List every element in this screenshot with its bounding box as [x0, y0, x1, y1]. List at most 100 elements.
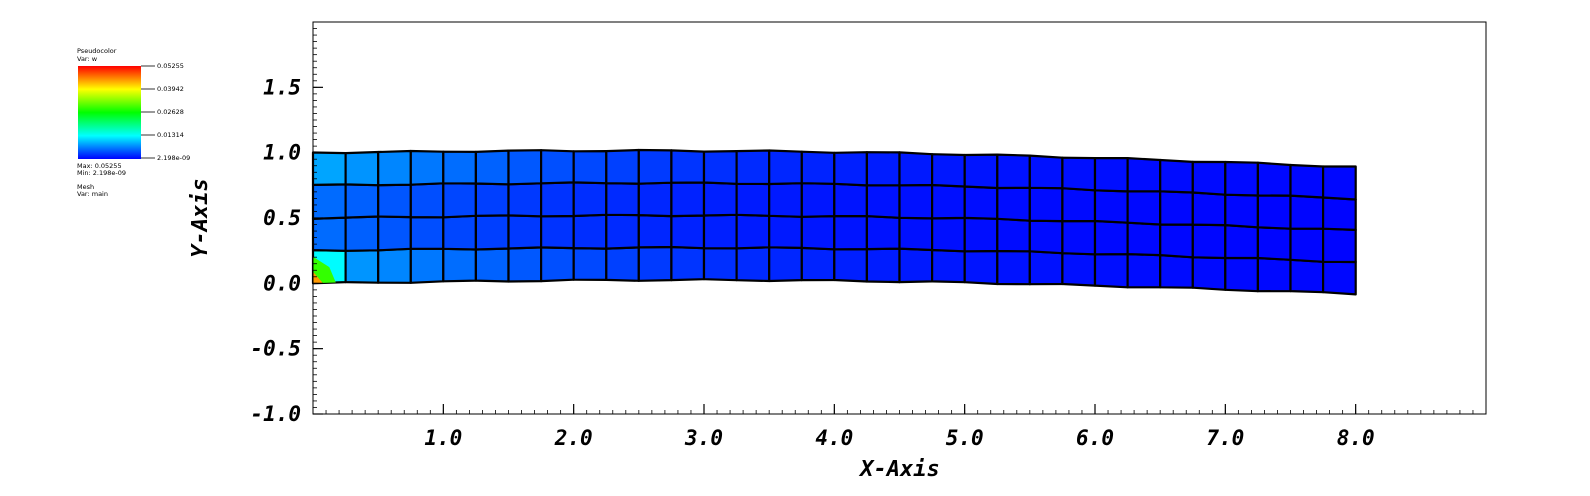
mesh-cell [996, 249, 1031, 286]
mesh-cell [735, 182, 771, 217]
mesh-cell [1224, 256, 1260, 293]
color-legend: Pseudocolor Var: w 0.05255 0.03942 0.026… [77, 47, 190, 198]
mesh-cell [963, 185, 999, 220]
mesh-cell [377, 247, 412, 284]
mesh-cell [768, 246, 803, 283]
mesh-cell [1224, 193, 1260, 229]
x-tick-label: 3.0 [684, 426, 723, 450]
mesh-cell [930, 183, 966, 220]
mesh-cell [996, 153, 1031, 190]
mesh-cell [311, 216, 347, 252]
mesh-cell [539, 246, 575, 283]
mesh-cell [865, 184, 901, 219]
mesh-cell [344, 249, 380, 284]
mesh-cell [735, 246, 771, 283]
legend-mesh-variable: Var: main [77, 190, 108, 198]
mesh-cell [637, 148, 673, 185]
mesh-cell [898, 216, 934, 252]
mesh-cell [1126, 157, 1162, 193]
mesh-cell [442, 214, 477, 251]
legend-ticks [141, 65, 155, 159]
mesh-cell [670, 245, 706, 282]
mesh-cell [572, 213, 608, 250]
x-axis-ticks: 1.0 2.0 3.0 4.0 5.0 6.0 7.0 8.0 [424, 404, 1375, 450]
mesh-hotspot-peak [313, 271, 323, 284]
mesh-cell [1256, 256, 1292, 293]
mesh-cell [1289, 258, 1325, 294]
mesh-cell [311, 151, 347, 186]
mesh-cell [409, 149, 445, 186]
mesh-cell [1159, 190, 1194, 226]
mesh-cell [1289, 227, 1325, 263]
mesh-cell [344, 215, 380, 252]
mesh-cell [1321, 165, 1357, 201]
mesh-hotspot [313, 256, 336, 284]
mesh-cell [377, 183, 412, 219]
mesh-cell [1159, 158, 1194, 194]
mesh-cell [637, 181, 673, 218]
mesh-cell [605, 213, 640, 250]
mesh-cell [833, 151, 869, 187]
mesh-cell [311, 183, 347, 220]
legend-tick-label: 0.03942 [157, 85, 184, 93]
mesh-cell [1256, 194, 1292, 230]
mesh-cell [800, 246, 836, 282]
mesh-cell [1256, 161, 1292, 197]
mesh-cell [1028, 186, 1064, 223]
mesh-cell [637, 245, 673, 282]
mesh-cell [442, 150, 477, 185]
mesh-cell [1093, 253, 1129, 289]
y-tick-label: -1.0 [250, 402, 301, 426]
mesh-cell [377, 149, 412, 187]
mesh-cell [1093, 219, 1129, 256]
x-tick-label: 7.0 [1206, 426, 1244, 450]
mesh-cell [930, 153, 966, 188]
mesh-cell [1028, 154, 1064, 190]
mesh-cell [409, 182, 445, 219]
mesh-cell [735, 213, 771, 250]
y-tick-label: 1.0 [263, 141, 301, 165]
mesh-cell [1061, 187, 1097, 223]
mesh-cell [996, 186, 1031, 222]
legend-tick-label: 0.05255 [157, 62, 184, 70]
mesh-cell [637, 214, 673, 249]
mesh-cell [898, 151, 934, 187]
mesh-cell [1224, 224, 1260, 260]
mesh-cell [1126, 253, 1162, 289]
mesh-cell [865, 247, 901, 284]
mesh-cell [344, 150, 380, 187]
x-tick-label: 6.0 [1076, 426, 1114, 450]
legend-tick-label: 2.198e-09 [157, 154, 190, 162]
mesh-cell [670, 214, 706, 250]
mesh-cell [1159, 254, 1194, 289]
mesh-cell [344, 183, 380, 219]
mesh-cell [800, 182, 836, 218]
y-tick-label: 1.5 [263, 75, 301, 99]
mesh-cell [1061, 252, 1097, 287]
mesh-cell [833, 215, 869, 251]
mesh-cell [1191, 223, 1227, 260]
mesh-cell [1093, 189, 1129, 224]
y-tick-label: 0.0 [263, 271, 301, 295]
mesh-cell [442, 247, 477, 283]
mesh-cell [474, 182, 510, 217]
legend-mesh-title: Mesh [77, 183, 94, 191]
mesh-cell [735, 149, 771, 186]
x-axis-title: X-Axis [858, 457, 939, 482]
mesh-cell [865, 151, 901, 187]
mesh-cell [1061, 156, 1097, 192]
mesh-cell [1159, 223, 1194, 259]
mesh-cell [507, 214, 543, 250]
mesh-cell [1321, 260, 1357, 296]
mesh-cell [539, 181, 575, 218]
mesh-cell [833, 248, 869, 283]
mesh-cell [963, 216, 999, 253]
x-tick-label: 1.0 [424, 426, 462, 450]
legend-max: Max: 0.05255 [77, 162, 122, 170]
mesh-cell [702, 247, 738, 282]
mesh-cell [605, 182, 640, 217]
mesh-cell [1093, 157, 1129, 193]
legend-plot-type: Pseudocolor [77, 47, 117, 55]
mesh-cell [474, 247, 510, 283]
